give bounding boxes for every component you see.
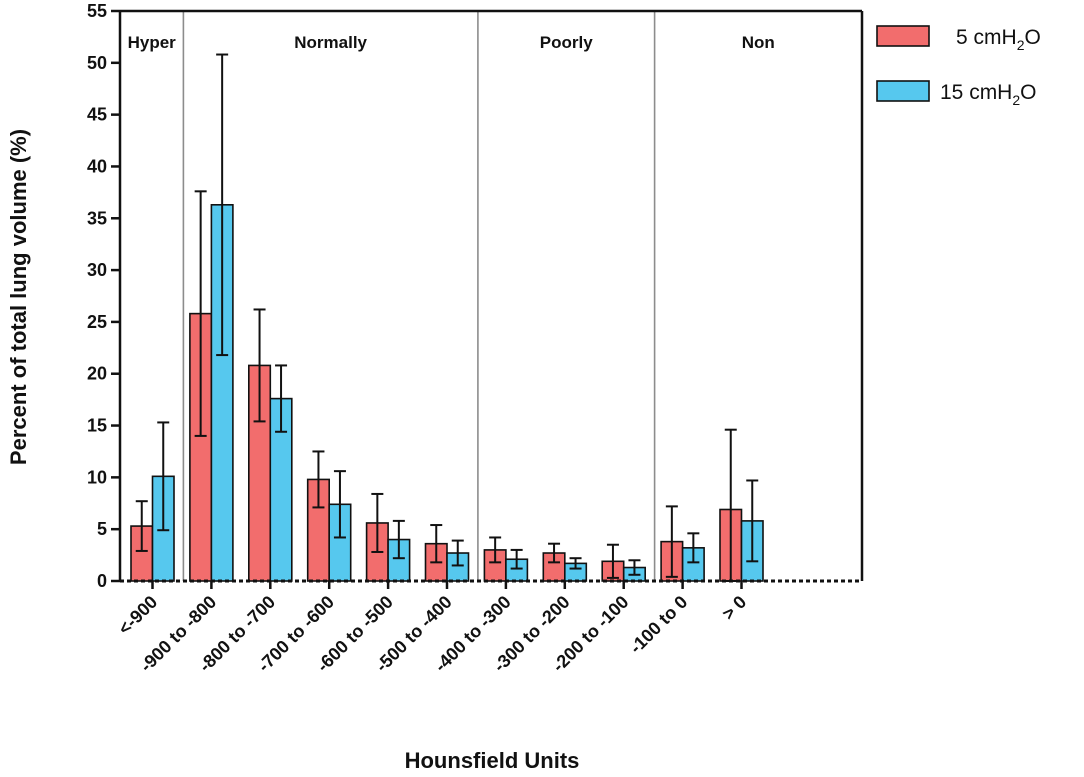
y-tick-label: 40 (87, 156, 107, 176)
legend-swatch (876, 80, 930, 102)
y-tick-label: 25 (87, 312, 107, 332)
legend-swatch (876, 25, 930, 47)
region-label: Hyper (128, 33, 177, 52)
legend: 5 cmH2O 15 cmH2O (876, 25, 1041, 108)
y-tick-label: 15 (87, 416, 107, 436)
region-label: Non (742, 33, 775, 52)
region-dividers: Hyper Normally Poorly Non (128, 11, 775, 581)
y-tick-label: 50 (87, 53, 107, 73)
x-tick-label: <-900 (114, 592, 161, 639)
y-tick-label: 35 (87, 208, 107, 228)
bar-series (130, 53, 764, 582)
y-tick-label: 10 (87, 467, 107, 487)
x-axis-title: Hounsfield Units (405, 748, 580, 773)
x-tick-label: > 0 (718, 592, 750, 624)
y-tick-label: 20 (87, 364, 107, 384)
region-label: Poorly (540, 33, 593, 52)
y-tick-label: 0 (97, 571, 107, 591)
y-axis-title: Percent of total lung volume (%) (6, 129, 31, 465)
legend-label: 15 cmH2O (940, 81, 1037, 108)
y-tick-label: 30 (87, 260, 107, 280)
legend-label: 5 cmH2O (956, 26, 1041, 53)
x-tick-label: -100 to 0 (626, 592, 692, 658)
region-label: Normally (294, 33, 367, 52)
y-tick-label: 45 (87, 105, 107, 125)
y-tick-label: 55 (87, 1, 107, 21)
y-tick-label: 5 (97, 519, 107, 539)
